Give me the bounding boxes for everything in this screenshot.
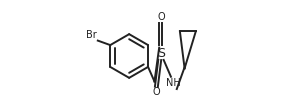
Text: NH: NH bbox=[166, 78, 181, 88]
Text: O: O bbox=[153, 87, 160, 97]
Text: Br: Br bbox=[86, 30, 97, 40]
Text: O: O bbox=[157, 12, 165, 22]
Text: S: S bbox=[157, 47, 165, 60]
